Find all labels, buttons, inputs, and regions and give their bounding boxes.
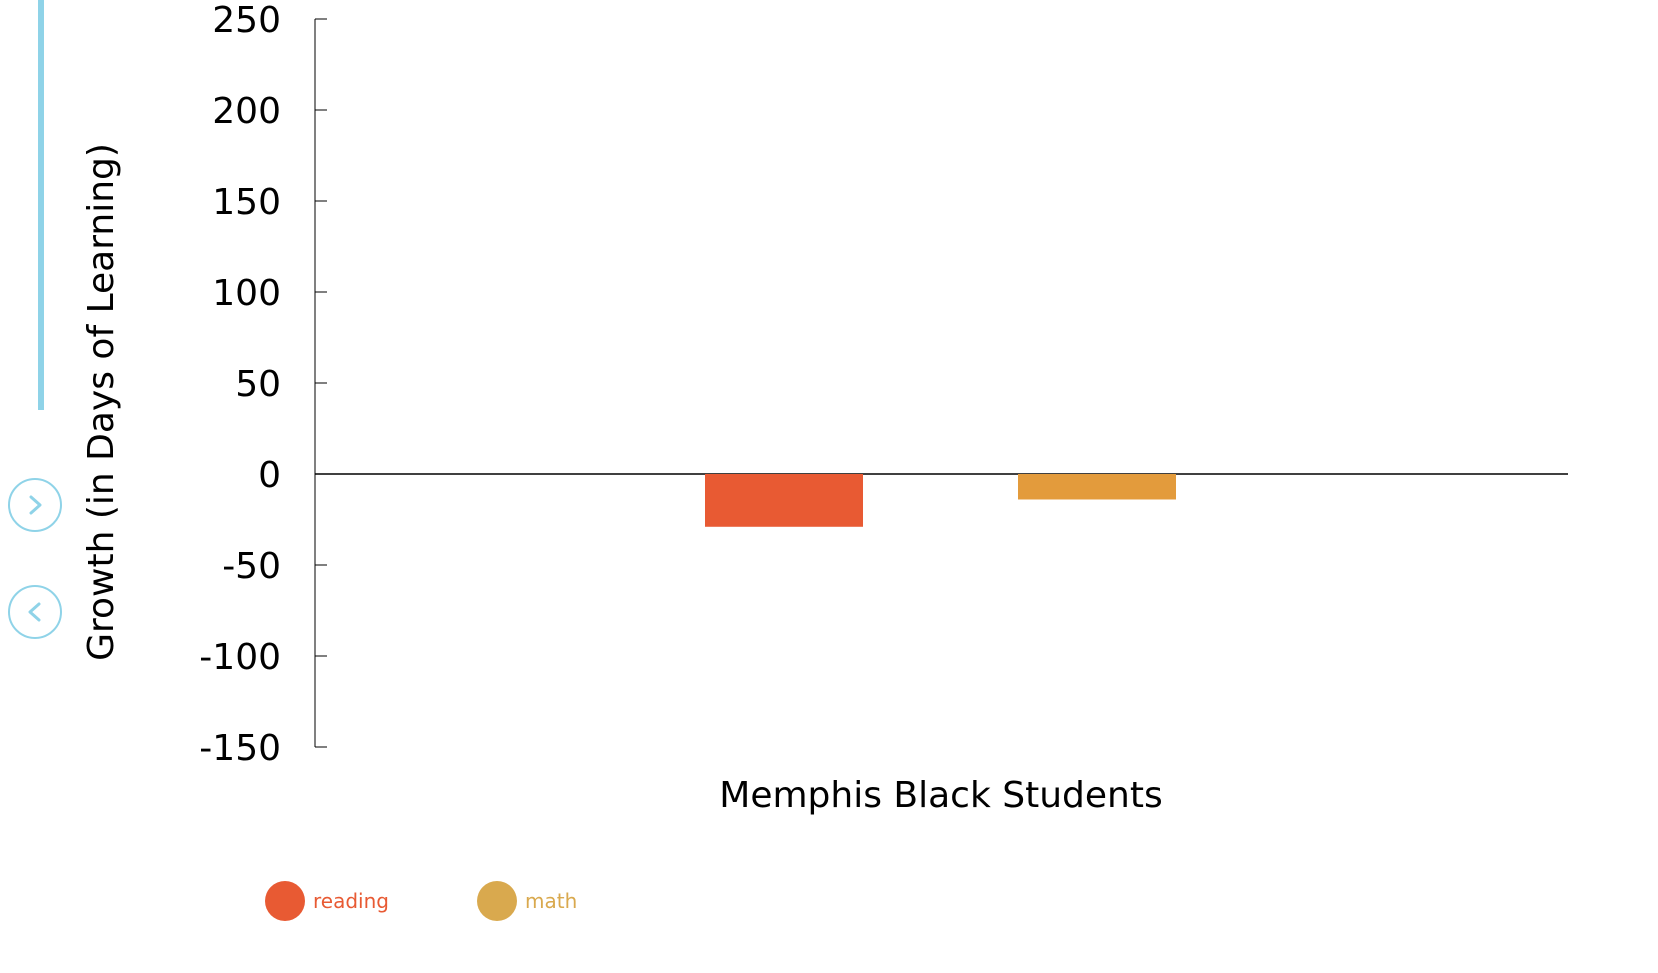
y-axis-label: Growth (in Days of Learning) — [81, 143, 122, 661]
next-button[interactable] — [8, 478, 62, 532]
x-axis-label: Memphis Black Students — [719, 775, 1162, 816]
y-tick-label: 150 — [212, 182, 281, 223]
bars — [705, 474, 1176, 527]
bar-reading[interactable] — [705, 474, 863, 527]
y-tick-label: -50 — [222, 546, 281, 587]
chevron-right-icon — [29, 495, 42, 515]
bar-chart: 250 200 150 100 50 0 -50 -100 -150 Growth (in Da… — [81, 0, 1568, 816]
y-tick-label: 200 — [212, 91, 281, 132]
y-tick-label: -150 — [199, 728, 281, 769]
legend-item-math[interactable]: math — [477, 881, 577, 921]
legend-swatch-math — [477, 881, 517, 921]
y-tick-label: 50 — [235, 364, 281, 405]
y-tick-label: 100 — [212, 273, 281, 314]
y-tick-label: -100 — [199, 637, 281, 678]
legend-label-math: math — [525, 889, 578, 913]
legend-label-reading: reading — [313, 889, 389, 913]
progress-indicator-line — [38, 0, 44, 410]
legend-swatch-reading — [265, 881, 305, 921]
y-tick-label: 250 — [212, 0, 281, 41]
bar-math[interactable] — [1018, 474, 1176, 500]
y-axis-ticks: 250 200 150 100 50 0 -50 -100 -150 — [199, 0, 327, 769]
chevron-left-icon — [28, 602, 41, 622]
legend-item-reading[interactable]: reading — [265, 881, 389, 921]
previous-button[interactable] — [8, 585, 62, 639]
y-tick-label: 0 — [258, 455, 281, 496]
